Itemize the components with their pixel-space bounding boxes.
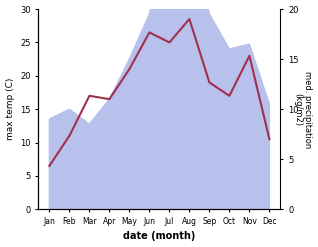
Y-axis label: max temp (C): max temp (C) <box>5 78 15 140</box>
Y-axis label: med. precipitation
(kg/m2): med. precipitation (kg/m2) <box>293 71 313 148</box>
X-axis label: date (month): date (month) <box>123 231 196 242</box>
